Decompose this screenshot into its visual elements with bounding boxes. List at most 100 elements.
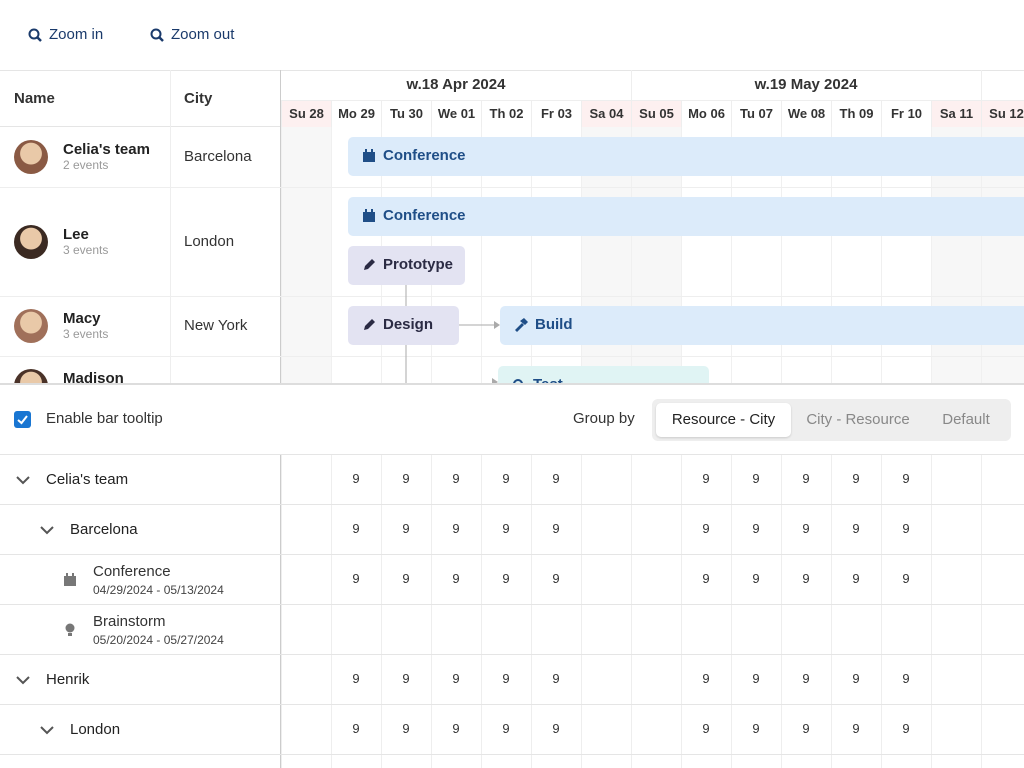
- grid-column: [631, 455, 632, 768]
- event-icon: [362, 149, 376, 163]
- cell-value: 9: [852, 521, 860, 536]
- grid-column: [881, 455, 882, 768]
- day-header: We 01: [431, 100, 481, 127]
- chevron: [40, 526, 54, 535]
- group-option[interactable]: City - Resource: [806, 411, 910, 428]
- expander[interactable]: [39, 522, 55, 538]
- avatar: [14, 140, 48, 174]
- cell-value: 9: [902, 571, 910, 586]
- zoom-in-button[interactable]: Zoom in: [49, 26, 104, 43]
- event-label: Conference: [383, 147, 466, 164]
- event-dates: 05/20/2024 - 05/27/2024: [93, 633, 224, 647]
- event-bar[interactable]: [348, 197, 1024, 236]
- cell-value: 9: [752, 521, 760, 536]
- grid-column: [531, 455, 532, 768]
- cell-value: 9: [502, 471, 510, 486]
- cell-value: 9: [752, 721, 760, 736]
- cell-value: 9: [752, 471, 760, 486]
- cell-value: 9: [552, 571, 560, 586]
- resource-city: New York: [184, 317, 248, 334]
- row-divider: [0, 187, 1024, 188]
- event-bar[interactable]: [348, 137, 1024, 176]
- day-column: [781, 127, 831, 383]
- cell-value: 9: [352, 671, 360, 686]
- cell-value: 9: [452, 671, 460, 686]
- resource-name: Lee: [63, 225, 89, 243]
- event-icon-svg: [364, 319, 375, 330]
- zoom-out-icon: [150, 28, 164, 42]
- tooltip-checkbox[interactable]: [14, 411, 31, 428]
- cell-value: 9: [802, 521, 810, 536]
- cell-value: 9: [552, 671, 560, 686]
- grid-row-divider: [0, 704, 1024, 705]
- event-icon-svg: [363, 209, 375, 222]
- cell-value: 9: [402, 521, 410, 536]
- expander[interactable]: [15, 472, 31, 488]
- resource-city: Barcelona: [184, 148, 252, 165]
- zoom-in-icon-svg: [28, 28, 42, 42]
- event-icon: [514, 318, 528, 332]
- cell-value: 9: [802, 721, 810, 736]
- cell-value: 9: [552, 521, 560, 536]
- cell-value: 9: [702, 671, 710, 686]
- resource-events: 3 events: [63, 242, 109, 257]
- cell-value: 9: [752, 671, 760, 686]
- event-bar[interactable]: [500, 306, 1024, 345]
- cell-value: 9: [452, 471, 460, 486]
- event-icon-svg: [364, 259, 375, 270]
- event-label: Prototype: [383, 256, 454, 273]
- cell-value: 9: [402, 571, 410, 586]
- grid-column: [981, 455, 982, 768]
- grid-column: [681, 455, 682, 768]
- event-label: Conference: [383, 207, 466, 224]
- panel-divider: [0, 383, 1024, 385]
- cell-value: 9: [402, 471, 410, 486]
- day-header: Tu 07: [731, 100, 781, 127]
- event-icon-svg: [363, 149, 375, 162]
- resource-events: 2 events: [63, 158, 109, 172]
- cell-value: 9: [802, 671, 810, 686]
- day-header: Fr 03: [531, 100, 581, 127]
- column-header: City: [184, 90, 213, 107]
- cell-value: 9: [352, 571, 360, 586]
- grid-column: [581, 455, 582, 768]
- divider: [0, 70, 1024, 71]
- grid-column: [481, 455, 482, 768]
- cell-value: 9: [852, 671, 860, 686]
- day-column: [481, 127, 531, 383]
- group-option[interactable]: Resource - City: [656, 403, 791, 437]
- week-header: w.19 May 2024: [754, 76, 858, 93]
- event-name: Brainstorm: [93, 613, 166, 630]
- avatar: [14, 309, 48, 343]
- cell-value: 9: [452, 721, 460, 736]
- group-by-label: Group by: [573, 410, 635, 427]
- grid-column: [731, 455, 732, 768]
- event-type-icon: [63, 573, 77, 587]
- row-divider: [0, 356, 1024, 357]
- resource-name: Macy: [63, 310, 101, 327]
- group-label: Barcelona: [70, 521, 138, 538]
- cell-value: 9: [352, 521, 360, 536]
- cell-value: 9: [452, 521, 460, 536]
- expander[interactable]: [39, 722, 55, 738]
- zoom-out-button[interactable]: Zoom out: [171, 26, 235, 43]
- cell-value: 9: [702, 471, 710, 486]
- cell-value: 9: [552, 471, 560, 486]
- column-header: Name: [14, 90, 55, 107]
- cell-value: 9: [352, 721, 360, 736]
- day-header: Mo 29: [331, 100, 381, 127]
- cell-value: 9: [502, 571, 510, 586]
- day-header: Sa 11: [931, 100, 981, 127]
- grid-column: [281, 455, 282, 768]
- day-header: Th 02: [481, 100, 531, 127]
- cell-value: 9: [852, 471, 860, 486]
- row-divider: [0, 296, 1024, 297]
- group-option[interactable]: Default: [942, 411, 990, 428]
- expander[interactable]: [15, 672, 31, 688]
- cell-value: 9: [702, 521, 710, 536]
- event-label: Design: [383, 316, 434, 333]
- event-type-icon-svg: [65, 623, 75, 636]
- day-header: Su 12: [981, 100, 1024, 127]
- grid-column: [931, 455, 932, 768]
